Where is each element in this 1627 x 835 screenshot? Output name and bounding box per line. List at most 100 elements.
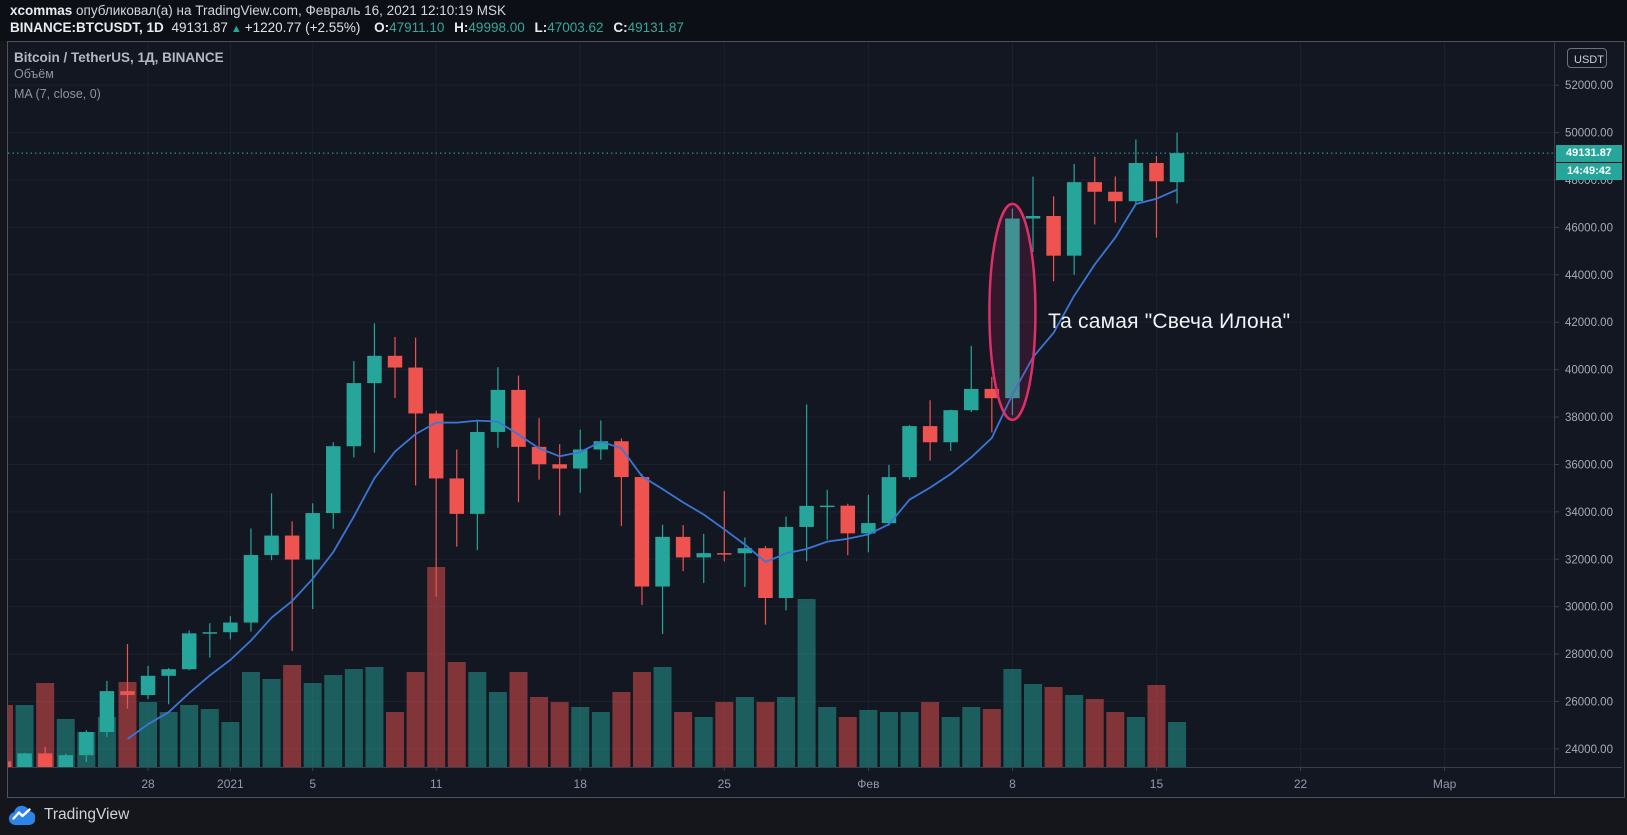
symbol-line: BINANCE:BTCUSDT, 1D 49131.87 ▲ +1220.77 (+… — [10, 20, 684, 35]
volume-bars — [8, 567, 1187, 767]
volume-bar — [818, 707, 837, 767]
candle-body — [140, 675, 156, 696]
ohlc-close: C:49131.87 — [613, 20, 684, 35]
candle-body — [99, 691, 115, 732]
publish-info: опубликовал(а) на TradingView.com, Февра… — [72, 3, 507, 18]
price-axis-label: 38000.00 — [1565, 412, 1613, 424]
price-axis-label: 40000.00 — [1565, 365, 1613, 377]
candles-layer — [8, 132, 1185, 767]
volume-bar — [1168, 722, 1187, 767]
volume-bar — [221, 722, 240, 767]
candle-body — [264, 535, 279, 556]
up-arrow-icon: ▲ — [230, 23, 242, 35]
ohlc-low: L:47003.62 — [534, 20, 604, 35]
last-price-badge: 49131.87 — [1556, 145, 1622, 162]
price-axis-label: 44000.00 — [1565, 270, 1613, 282]
candle-body — [284, 535, 300, 560]
volume-bar — [674, 712, 693, 767]
candle-body — [696, 553, 711, 558]
candle-body — [428, 413, 444, 479]
candle-body — [758, 548, 773, 598]
volume-bar — [921, 702, 940, 767]
volume-bar — [365, 667, 384, 767]
price-axis-label: 24000.00 — [1565, 744, 1613, 756]
candle-body — [964, 388, 979, 411]
price-axis-label: 26000.00 — [1565, 696, 1613, 708]
volume-bar — [1044, 687, 1063, 767]
volume-bar — [36, 683, 55, 767]
candle-body — [1149, 162, 1164, 182]
candle-body — [202, 632, 218, 634]
ohlc-open: O:47911.10 — [374, 20, 445, 35]
candle-body — [408, 367, 423, 414]
candle-body — [1087, 182, 1102, 192]
volume-bar — [241, 672, 260, 767]
currency-usdt-button[interactable]: USDT — [1567, 48, 1607, 68]
legend-symbol[interactable]: Bitcoin / TetherUS, 1Д, BINANCE — [14, 50, 224, 65]
price-axis-label: 52000.00 — [1565, 80, 1613, 92]
volume-bar — [56, 719, 75, 767]
volume-bar — [1126, 717, 1145, 767]
volume-bar — [1065, 695, 1084, 767]
chart-widget: 52000.00 50000.00 48000.00 46000.00 44000.00… — [7, 41, 1625, 798]
volume-bar — [8, 705, 13, 767]
volume-bar — [180, 705, 199, 767]
time-axis-label: 22 — [1294, 777, 1308, 791]
time-axis-label: Мар — [1433, 777, 1457, 791]
candle-body — [58, 755, 73, 767]
candle-body — [17, 753, 32, 767]
candle-body — [984, 388, 1000, 399]
price-axis-label: 42000.00 — [1565, 317, 1613, 329]
candle-body — [1108, 191, 1123, 202]
time-axis-label: 5 — [309, 777, 316, 791]
candle-body — [243, 555, 259, 623]
legend-volume[interactable]: Объём — [14, 67, 54, 81]
chart-legend: Bitcoin / TetherUS, 1Д, BINANCE Объём MA… — [14, 49, 224, 102]
volume-bar — [386, 712, 405, 767]
candle-body — [367, 355, 382, 384]
volume-bar — [488, 692, 507, 767]
volume-bar — [653, 667, 672, 767]
price-axis-label: 30000.00 — [1565, 602, 1613, 614]
candle-body — [8, 761, 12, 767]
time-axis[interactable]: 28 2021 5 11 18 25 Фев 8 15 22 Мар — [141, 767, 1457, 791]
volume-bar — [324, 675, 343, 767]
candle-body — [387, 355, 403, 368]
bar-countdown-badge: 14:49:42 — [1556, 162, 1622, 180]
volume-bar — [118, 682, 137, 767]
volume-bar — [632, 672, 651, 767]
volume-bar — [1085, 699, 1104, 767]
tradingview-logo-icon[interactable] — [8, 804, 35, 826]
volume-bar — [735, 697, 754, 767]
volume-bar — [612, 692, 631, 767]
candle-body — [840, 505, 856, 534]
volume-bar — [715, 702, 734, 767]
volume-bar — [406, 672, 425, 767]
elon-candle-annotation: Та самая "Свеча Илона" — [1048, 310, 1291, 333]
price-axis-label: 28000.00 — [1565, 649, 1613, 661]
time-axis-label: 15 — [1150, 777, 1164, 791]
candle-body — [531, 446, 547, 465]
volume-bar — [941, 717, 960, 767]
candle-body — [470, 431, 485, 514]
candle-body — [1066, 182, 1082, 256]
volume-bar — [15, 705, 34, 767]
volume-bar — [509, 672, 528, 767]
candle-body — [449, 478, 465, 514]
price-axis-label: 50000.00 — [1565, 128, 1613, 140]
volume-bar — [200, 709, 219, 767]
candle-body — [655, 536, 670, 587]
candle-body — [799, 505, 814, 527]
tradingview-footer: TradingView — [8, 799, 129, 831]
candle-body — [181, 633, 197, 670]
candle-body — [572, 449, 588, 469]
chart-canvas[interactable]: 52000.0050000.0048000.0046000.0044000.00… — [8, 42, 1622, 795]
volume-bar — [1003, 669, 1022, 767]
price-axis[interactable]: 52000.0050000.0048000.0046000.0044000.00… — [1554, 80, 1613, 756]
time-axis-label: 2021 — [217, 777, 244, 791]
tradingview-brand-text[interactable]: TradingView — [44, 806, 130, 823]
legend-ma[interactable]: MA (7, close, 0) — [14, 87, 101, 101]
candle-body — [326, 446, 341, 514]
volume-bar — [262, 679, 281, 767]
time-axis-label: 11 — [430, 777, 443, 791]
